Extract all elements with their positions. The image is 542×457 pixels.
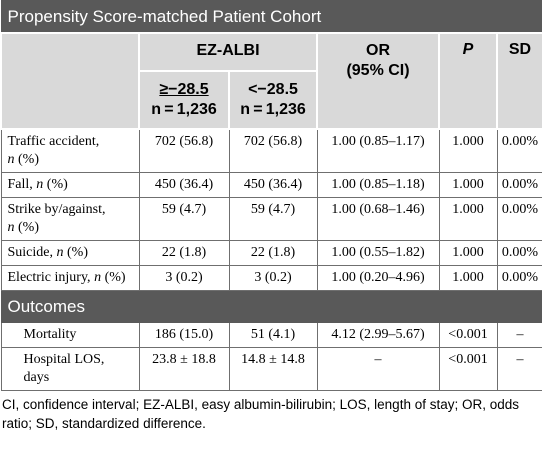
cell-sd: 0.00% (496, 240, 542, 266)
table-row: Traffic accident, n (%) 702 (56.8) 702 (56.… (0, 128, 542, 173)
cell-sd: 0.00% (496, 197, 542, 241)
header-or: OR (95% CI) (316, 32, 440, 130)
outcomes-title: Outcomes (0, 290, 542, 323)
cell-sd: 0.00% (496, 265, 542, 291)
cell-b: 702 (56.8) (228, 128, 318, 173)
cell-p: 1.000 (438, 197, 498, 241)
cell-or: 1.00 (0.85–1.17) (316, 128, 440, 173)
header-blank-cell (0, 32, 140, 130)
cell-b: 3 (0.2) (228, 265, 318, 291)
outcome-rows: Mortality 186 (15.0) 51 (4.1) 4.12 (2.99–5.… (0, 322, 542, 391)
row-label: Mortality (0, 322, 140, 348)
cell-sd: 0.00% (496, 128, 542, 173)
cell-p: <0.001 (438, 322, 498, 348)
cell-p: <0.001 (438, 347, 498, 391)
cell-or: 4.12 (2.99–5.67) (316, 322, 440, 348)
cell-a: 23.8 ± 18.8 (138, 347, 230, 391)
cell-p: 1.000 (438, 265, 498, 291)
table-figure: Propensity Score-matched Patient Cohort … (0, 0, 542, 431)
cell-sd: 0.00% (496, 172, 542, 198)
cell-sd: – (496, 347, 542, 391)
header-sd: SD (496, 32, 542, 130)
table-row: Suicide, n (%) 22 (1.8) 22 (1.8) 1.00 (0.55… (0, 240, 542, 266)
cell-a: 59 (4.7) (138, 197, 230, 241)
table-row: Fall, n (%) 450 (36.4) 450 (36.4) 1.00 (0.8… (0, 172, 542, 198)
table-row: Electric injury, n (%) 3 (0.2) 3 (0.2) 1.00… (0, 265, 542, 291)
table-row: Strike by/against, n (%) 59 (4.7) 59 (4.7) 1… (0, 197, 542, 241)
cell-a: 702 (56.8) (138, 128, 230, 173)
cell-p: 1.000 (438, 128, 498, 173)
cell-a: 22 (1.8) (138, 240, 230, 266)
table-title: Propensity Score-matched Patient Cohort (0, 0, 542, 34)
cell-or: 1.00 (0.55–1.82) (316, 240, 440, 266)
cell-a: 186 (15.0) (138, 322, 230, 348)
header-p: P (438, 32, 498, 130)
cell-b: 450 (36.4) (228, 172, 318, 198)
table-row: Hospital LOS, days 23.8 ± 18.8 14.8 ± 14.8–… (0, 347, 542, 391)
row-label: Suicide, n (%) (0, 240, 140, 266)
row-label: Fall, n (%) (0, 172, 140, 198)
row-label: Strike by/against, n (%) (0, 197, 140, 241)
cell-or: – (316, 347, 440, 391)
cohort-table: Propensity Score-matched Patient Cohort … (0, 0, 542, 391)
row-label: Electric injury, n (%) (0, 265, 140, 291)
cause-rows: Traffic accident, n (%) 702 (56.8) 702 (56.… (0, 128, 542, 291)
cell-sd: – (496, 322, 542, 348)
cell-a: 450 (36.4) (138, 172, 230, 198)
cell-b: 22 (1.8) (228, 240, 318, 266)
cell-or: 1.00 (0.68–1.46) (316, 197, 440, 241)
header-col-high: ≥−28.5 n = 1,236 (138, 70, 230, 130)
row-label: Hospital LOS, days (0, 347, 140, 391)
cell-a: 3 (0.2) (138, 265, 230, 291)
table-row: Mortality 186 (15.0) 51 (4.1) 4.12 (2.99–5.… (0, 322, 542, 348)
cell-b: 51 (4.1) (228, 322, 318, 348)
cell-p: 1.000 (438, 240, 498, 266)
header-ezalbi: EZ-ALBI (138, 32, 318, 72)
cell-or: 1.00 (0.85–1.18) (316, 172, 440, 198)
cell-b: 59 (4.7) (228, 197, 318, 241)
cell-p: 1.000 (438, 172, 498, 198)
cell-or: 1.00 (0.20–4.96) (316, 265, 440, 291)
table-footnote: CI, confidence interval; EZ-ALBI, easy a… (2, 397, 519, 431)
header-col-low: <−28.5 n = 1,236 (228, 70, 318, 130)
cell-b: 14.8 ± 14.8 (228, 347, 318, 391)
row-label: Traffic accident, n (%) (0, 128, 140, 173)
